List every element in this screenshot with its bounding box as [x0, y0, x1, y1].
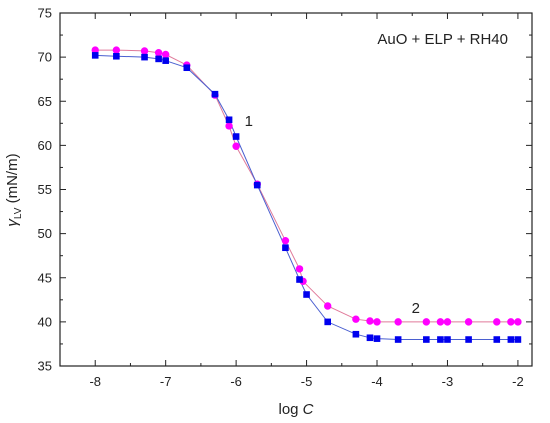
- data-point-series-2: [225, 116, 233, 124]
- data-point-series-1: [154, 49, 163, 57]
- series-label-1: 1: [245, 113, 253, 130]
- axis-ticks: -8 -7 -6 -5 -4 -3 -2 35 40 45 50 55 60 65 70 75: [38, 6, 532, 389]
- y-tick-label: 45: [38, 270, 52, 285]
- data-point-series-2: [507, 336, 515, 343]
- x-tick-label: -3: [442, 374, 454, 389]
- data-point-series-2: [155, 55, 162, 63]
- data-point-series-1: [281, 236, 290, 245]
- data-point-series-2: [437, 336, 444, 343]
- data-point-series-1: [436, 318, 445, 326]
- data-point-series-2: [282, 244, 289, 252]
- series-label-2: 2: [412, 300, 420, 317]
- y-tick-label: 35: [38, 359, 52, 374]
- data-point-series-1: [366, 317, 374, 325]
- data-point-series-2: [211, 90, 219, 98]
- data-point-series-1: [493, 318, 501, 326]
- data-point-series-2: [296, 276, 303, 283]
- y-tick-label: 75: [38, 6, 52, 21]
- x-axis-title: log C: [278, 401, 313, 418]
- x-tick-label: -7: [160, 374, 172, 389]
- data-point-series-2: [91, 52, 99, 59]
- data-point-series-2: [303, 291, 310, 298]
- x-tick-label: -8: [89, 374, 101, 389]
- data-point-series-1: [324, 302, 332, 310]
- data-point-series-2: [162, 57, 169, 64]
- data-point-series-1: [112, 46, 121, 54]
- data-point-series-2: [352, 330, 360, 338]
- data-point-series-1: [514, 318, 522, 326]
- data-point-series-1: [443, 318, 452, 326]
- chart-annotation: AuO + ELP + RH40: [377, 31, 508, 48]
- x-tick-label: -2: [512, 374, 524, 389]
- x-tick-label: -6: [230, 374, 242, 389]
- plot-frame: [59, 12, 533, 367]
- data-point-series-1: [394, 318, 402, 326]
- y-tick-label: 70: [38, 50, 52, 65]
- data-point-series-1: [140, 47, 149, 55]
- data-point-series-1: [373, 318, 381, 326]
- data-point-series-1: [352, 315, 360, 323]
- data-point-series-2: [253, 181, 261, 189]
- y-tick-label: 55: [38, 182, 52, 197]
- data-point-series-1: [225, 122, 233, 130]
- data-point-series-2: [183, 64, 191, 72]
- x-tick-label: -4: [371, 374, 383, 389]
- data-point-series-2: [113, 52, 120, 60]
- y-tick-label: 60: [38, 138, 52, 153]
- chart-marks: 12: [91, 46, 522, 343]
- data-point-series-2: [366, 334, 374, 342]
- data-point-series-1: [422, 318, 431, 326]
- data-point-series-2: [141, 53, 148, 61]
- data-point-series-2: [444, 336, 451, 343]
- data-point-series-2: [423, 336, 430, 343]
- data-point-series-1: [232, 142, 240, 150]
- data-point-series-2: [493, 336, 501, 343]
- data-point-series-1: [91, 46, 99, 54]
- data-point-series-2: [465, 336, 472, 343]
- y-axis-title: γLV (mN/m): [4, 153, 24, 226]
- y-tick-label: 40: [38, 314, 52, 329]
- data-point-series-1: [295, 265, 304, 273]
- data-point-series-1: [464, 318, 473, 326]
- y-tick-label: 65: [38, 94, 52, 109]
- data-point-series-2: [373, 335, 381, 342]
- y-tick-label: 50: [38, 226, 52, 241]
- data-point-series-2: [514, 336, 522, 343]
- x-tick-label: -5: [301, 374, 313, 389]
- data-point-series-2: [232, 133, 240, 140]
- data-point-series-2: [394, 336, 402, 343]
- data-point-series-1: [507, 318, 515, 326]
- data-point-series-1: [161, 50, 170, 59]
- data-point-series-2: [324, 318, 332, 326]
